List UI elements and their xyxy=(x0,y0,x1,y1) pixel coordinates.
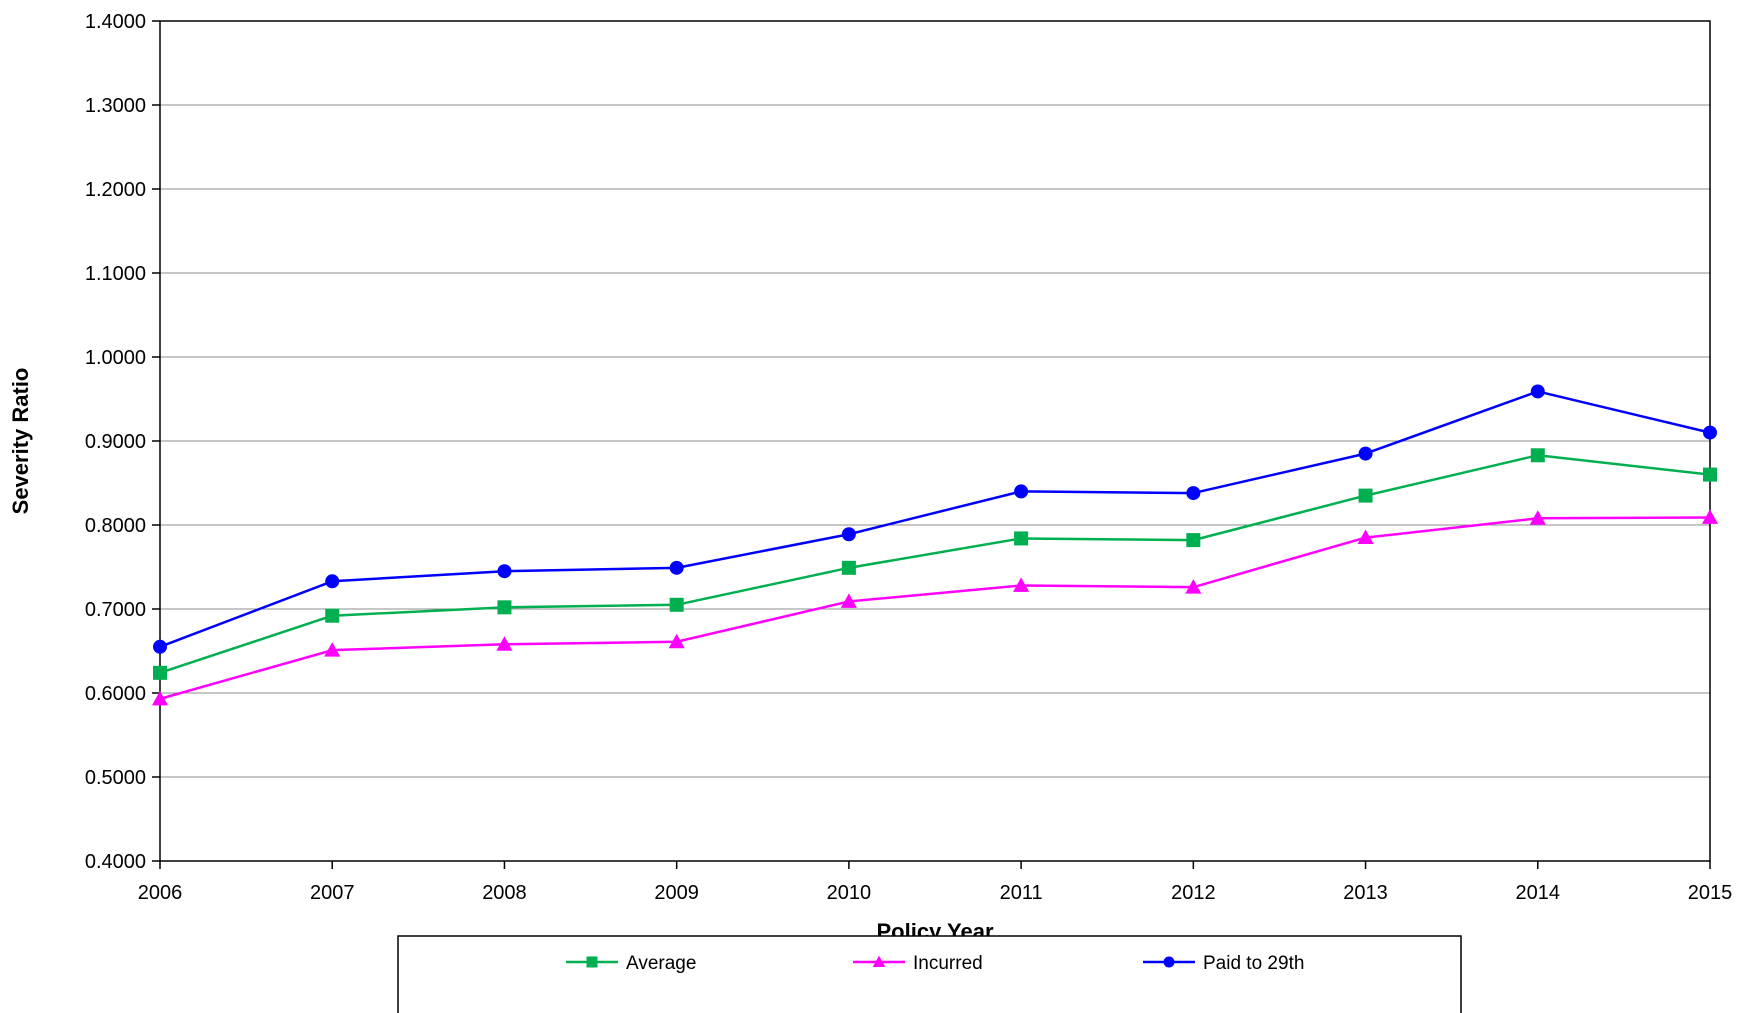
data-point-triangle-marker xyxy=(668,633,685,649)
data-point-square-marker xyxy=(1014,531,1029,546)
data-point-circle-marker xyxy=(1358,446,1373,461)
x-tick-label: 2013 xyxy=(1343,882,1388,904)
series-line xyxy=(159,454,1711,675)
data-point-circle-marker xyxy=(1186,486,1201,501)
y-tick-label: 1.2000 xyxy=(85,179,146,201)
series-incurred xyxy=(151,509,1719,706)
y-tick-label: 0.5000 xyxy=(85,767,146,789)
data-point-square-marker xyxy=(497,600,512,615)
y-tick-label: 0.8000 xyxy=(85,515,146,537)
y-tick-label: 0.7000 xyxy=(85,599,146,621)
series-average xyxy=(153,448,1717,680)
data-point-square-marker xyxy=(1530,448,1545,463)
data-point-circle-marker xyxy=(1014,484,1029,499)
data-point-triangle-marker xyxy=(324,642,341,657)
data-point-triangle-marker xyxy=(840,593,857,608)
data-point-triangle-marker xyxy=(1185,579,1202,594)
legend-entry: Average xyxy=(566,953,696,974)
data-point-circle-marker xyxy=(1163,956,1175,968)
y-axis-title: Severity Ratio xyxy=(8,368,33,515)
data-point-circle-marker xyxy=(1703,425,1717,440)
data-point-triangle-marker xyxy=(1701,509,1719,524)
series-line xyxy=(159,390,1711,648)
x-tick-label: 2009 xyxy=(654,882,699,904)
data-point-circle-marker xyxy=(325,574,340,589)
data-point-circle-marker xyxy=(497,564,512,579)
y-tick-label: 0.6000 xyxy=(85,683,146,705)
data-point-circle-marker xyxy=(1530,384,1545,399)
series-paid-to-29th xyxy=(153,384,1717,654)
legend: Average Incurred Paid to 29th xyxy=(397,935,1462,1013)
data-point-square-marker xyxy=(1358,488,1373,503)
legend-box xyxy=(397,935,1462,1013)
data-point-triangle-marker xyxy=(496,636,513,651)
data-point-square-marker xyxy=(841,560,856,575)
y-tick-label: 1.3000 xyxy=(85,95,146,117)
data-point-square-marker xyxy=(325,608,340,623)
legend-entry: Paid to 29th xyxy=(1143,953,1304,974)
series-line xyxy=(159,516,1711,701)
x-axis-ticks: 2006 2007 2008 2009 2010 2011 2012 2013 2014 2015 xyxy=(138,861,1733,904)
data-point-square-marker xyxy=(1703,467,1717,482)
x-tick-label: 2010 xyxy=(827,882,872,904)
y-tick-label: 1.0000 xyxy=(85,347,146,369)
data-point-circle-marker xyxy=(841,527,856,542)
legend-label: Average xyxy=(626,953,696,974)
data-point-circle-marker xyxy=(153,639,167,654)
data-point-circle-marker xyxy=(669,560,684,575)
data-point-triangle-marker xyxy=(1013,577,1030,592)
x-tick-label: 2008 xyxy=(482,882,527,904)
data-point-square-marker xyxy=(1186,533,1201,548)
x-tick-label: 2012 xyxy=(1171,882,1216,904)
x-tick-label: 2007 xyxy=(310,882,355,904)
legend-label: Paid to 29th xyxy=(1203,953,1304,974)
y-tick-label: 1.1000 xyxy=(85,263,146,285)
y-tick-label: 1.4000 xyxy=(85,11,146,33)
x-tick-label: 2015 xyxy=(1688,882,1733,904)
x-tick-label: 2011 xyxy=(1000,882,1043,904)
data-point-square-marker xyxy=(669,597,684,612)
y-tick-label: 0.4000 xyxy=(85,851,146,873)
series-group xyxy=(151,384,1719,706)
data-point-triangle-marker xyxy=(1357,529,1374,545)
legend-label: Incurred xyxy=(913,953,983,974)
data-point-triangle-marker xyxy=(872,955,886,968)
x-tick-label: 2006 xyxy=(138,882,183,904)
x-tick-label: 2014 xyxy=(1516,882,1561,904)
data-point-square-marker xyxy=(153,665,167,680)
y-tick-label: 0.9000 xyxy=(85,431,146,453)
data-point-triangle-marker xyxy=(1529,510,1546,525)
y-axis-ticks: 0.4000 0.5000 0.6000 0.7000 0.8000 0.9000 1.00… xyxy=(85,11,160,873)
data-point-triangle-marker xyxy=(151,690,169,706)
legend-entry: Incurred xyxy=(853,953,983,974)
data-point-square-marker xyxy=(586,956,598,968)
